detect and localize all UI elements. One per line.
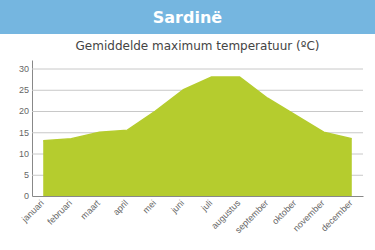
y-axis: 0 5 10 15 20 25 30	[19, 61, 363, 202]
x-tick: juli	[199, 198, 215, 214]
y-tick-label: 15	[19, 128, 29, 138]
x-tick-label: mei	[141, 198, 158, 215]
x-tick: april	[111, 198, 130, 217]
x-tick: juni	[169, 198, 187, 216]
y-tick-label: 25	[19, 85, 29, 95]
x-tick: januari	[19, 198, 46, 225]
x-axis-line	[33, 196, 364, 197]
x-tick-label: januari	[19, 198, 46, 225]
x-tick-label: december	[319, 198, 354, 233]
x-tick-label: juli	[199, 198, 215, 214]
x-tick: september	[233, 198, 270, 235]
x-axis: januarifebruarimaartaprilmeijunijuliaugu…	[19, 197, 363, 236]
grid-line	[32, 69, 363, 70]
x-tick-label: juni	[169, 198, 187, 216]
header-banner	[0, 0, 375, 34]
plot: 0 5 10 15 20 25 30 januarifebruarimaart april mei…	[19, 61, 364, 236]
y-tick-label: 20	[19, 106, 29, 116]
y-tick: 30	[19, 64, 363, 74]
x-tick-label: september	[233, 198, 270, 235]
x-tick: februari	[45, 198, 74, 227]
x-tick-label: februari	[45, 198, 74, 227]
x-tick-label: april	[111, 198, 130, 217]
title: Sardinë	[153, 8, 223, 27]
y-tick-label: 0	[24, 191, 29, 201]
line	[43, 77, 352, 141]
chart: Sardinë Gemiddelde maximum temperatuur (º…	[0, 0, 375, 250]
y-tick-label: 10	[19, 149, 29, 159]
subtitle: Gemiddelde maximum temperatuur (ºC)	[76, 39, 320, 53]
y-axis-line	[32, 61, 33, 197]
x-tick: december	[319, 198, 354, 233]
x-tick-label: maart	[79, 198, 103, 222]
grid-line	[32, 196, 363, 197]
marks	[43, 77, 352, 196]
x-tick: mei	[141, 198, 158, 215]
y-tick-label: 30	[19, 64, 29, 74]
x-tick: maart	[79, 198, 103, 222]
y-tick-label: 5	[24, 170, 29, 180]
area	[43, 77, 352, 196]
